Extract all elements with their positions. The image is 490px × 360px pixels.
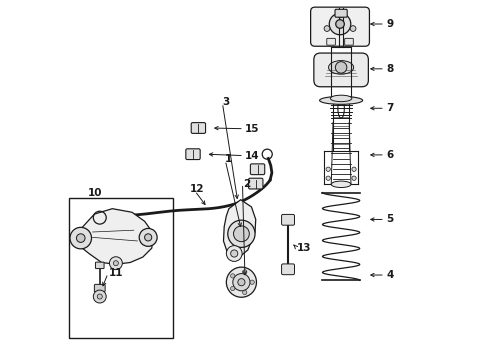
Circle shape	[326, 176, 330, 180]
Circle shape	[234, 226, 249, 242]
Ellipse shape	[330, 95, 352, 102]
FancyBboxPatch shape	[327, 39, 335, 45]
Text: 14: 14	[245, 150, 260, 161]
Circle shape	[243, 290, 247, 294]
Text: 12: 12	[190, 184, 204, 194]
FancyBboxPatch shape	[335, 9, 347, 17]
Circle shape	[350, 26, 356, 31]
Text: 15: 15	[245, 124, 260, 134]
Circle shape	[243, 270, 247, 274]
FancyBboxPatch shape	[282, 264, 294, 275]
Circle shape	[76, 234, 85, 242]
Circle shape	[231, 286, 235, 291]
Text: 5: 5	[387, 215, 394, 224]
Text: 10: 10	[88, 188, 102, 198]
FancyBboxPatch shape	[186, 149, 200, 159]
Text: 11: 11	[109, 268, 123, 278]
Circle shape	[337, 12, 343, 18]
Ellipse shape	[319, 96, 363, 104]
Circle shape	[226, 267, 256, 297]
Circle shape	[231, 274, 235, 278]
Circle shape	[70, 227, 92, 249]
FancyBboxPatch shape	[96, 262, 104, 269]
FancyBboxPatch shape	[282, 215, 294, 225]
FancyBboxPatch shape	[191, 123, 205, 134]
Text: 6: 6	[387, 150, 394, 160]
Circle shape	[336, 20, 344, 28]
Ellipse shape	[331, 181, 351, 188]
FancyBboxPatch shape	[248, 178, 263, 189]
Circle shape	[139, 228, 157, 246]
Circle shape	[113, 261, 119, 266]
Circle shape	[250, 280, 254, 284]
Circle shape	[93, 290, 106, 303]
FancyBboxPatch shape	[311, 7, 369, 46]
Circle shape	[233, 274, 250, 291]
FancyBboxPatch shape	[250, 164, 265, 175]
Bar	[69, 198, 173, 338]
Circle shape	[326, 167, 330, 171]
Circle shape	[329, 13, 351, 35]
Text: 9: 9	[387, 19, 394, 29]
Text: 1: 1	[225, 154, 233, 164]
Text: 4: 4	[387, 270, 394, 280]
Circle shape	[324, 26, 330, 31]
Circle shape	[335, 62, 347, 73]
Circle shape	[352, 167, 356, 171]
Text: 7: 7	[387, 103, 394, 113]
Text: 3: 3	[223, 97, 230, 107]
Text: 13: 13	[297, 243, 312, 253]
FancyBboxPatch shape	[344, 39, 353, 45]
Polygon shape	[223, 200, 256, 257]
FancyBboxPatch shape	[95, 284, 105, 292]
Circle shape	[97, 294, 102, 299]
Circle shape	[231, 250, 238, 257]
Circle shape	[238, 279, 245, 286]
Circle shape	[145, 234, 152, 241]
Circle shape	[228, 220, 255, 247]
FancyBboxPatch shape	[314, 53, 368, 87]
Ellipse shape	[329, 60, 354, 74]
Text: 2: 2	[243, 179, 250, 189]
Circle shape	[109, 257, 122, 270]
Circle shape	[226, 246, 242, 261]
Polygon shape	[76, 209, 153, 264]
Text: 8: 8	[387, 64, 394, 74]
Circle shape	[352, 176, 356, 180]
